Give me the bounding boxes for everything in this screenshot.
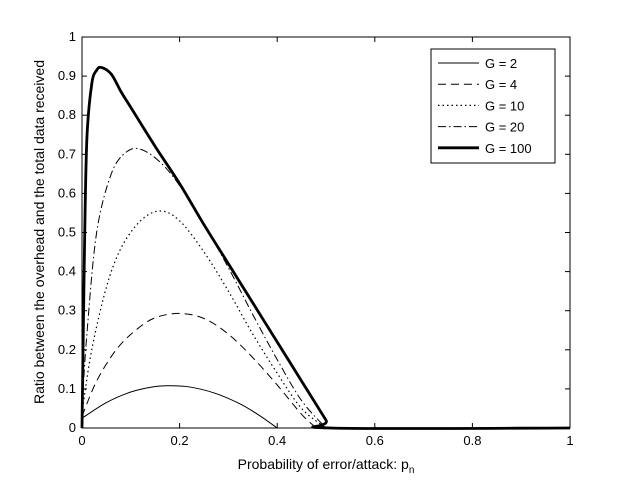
legend-label: G = 100 xyxy=(485,141,532,156)
y-tick-label: 0.7 xyxy=(58,146,76,161)
y-tick-label: 0 xyxy=(69,420,76,435)
y-tick-label: 0.4 xyxy=(58,264,76,279)
x-tick-label: 1 xyxy=(566,433,573,448)
x-axis-label-main: Probability of error/attack: p xyxy=(238,456,409,472)
x-axis-label-subscript: n xyxy=(409,465,415,476)
y-tick-label: 0.5 xyxy=(58,225,76,240)
x-tick-label: 0.6 xyxy=(366,433,384,448)
y-tick-label: 0.2 xyxy=(58,342,76,357)
series-line-g20 xyxy=(81,147,327,429)
x-tick-label: 0 xyxy=(78,433,85,448)
ticks: 0 0.2 0.4 0.6 0.8 1 0 0.1 0.2 0.3 0.4 0.5 0.6 0.7 0.8 0… xyxy=(58,29,574,448)
series-line-g2 xyxy=(81,385,278,429)
legend-label: G = 2 xyxy=(485,56,517,71)
y-tick-label: 0.1 xyxy=(58,381,76,396)
legend-label: G = 20 xyxy=(485,120,524,135)
y-tick-label: 0.9 xyxy=(58,68,76,83)
x-tick-label: 0.8 xyxy=(463,433,481,448)
series-line-g100 xyxy=(80,65,571,430)
y-tick-label: 0.6 xyxy=(58,185,76,200)
legend-label: G = 10 xyxy=(485,98,524,113)
y-tick-label: 1 xyxy=(69,29,76,44)
series-line-g4 xyxy=(81,312,317,429)
legend-label: G = 4 xyxy=(485,77,517,92)
series-line-g10 xyxy=(81,210,327,429)
y-axis-label: Ratio between the overhead and the total… xyxy=(31,60,47,404)
x-tick-label: 0.2 xyxy=(171,433,189,448)
legend: G = 2 G = 4 G = 10 G = 20 G = 100 xyxy=(430,48,556,164)
y-tick-label: 0.8 xyxy=(58,107,76,122)
y-tick-label: 0.3 xyxy=(58,303,76,318)
x-tick-label: 0.4 xyxy=(268,433,286,448)
series-group xyxy=(80,65,571,430)
x-axis-label: Probability of error/attack: pn xyxy=(238,456,415,476)
